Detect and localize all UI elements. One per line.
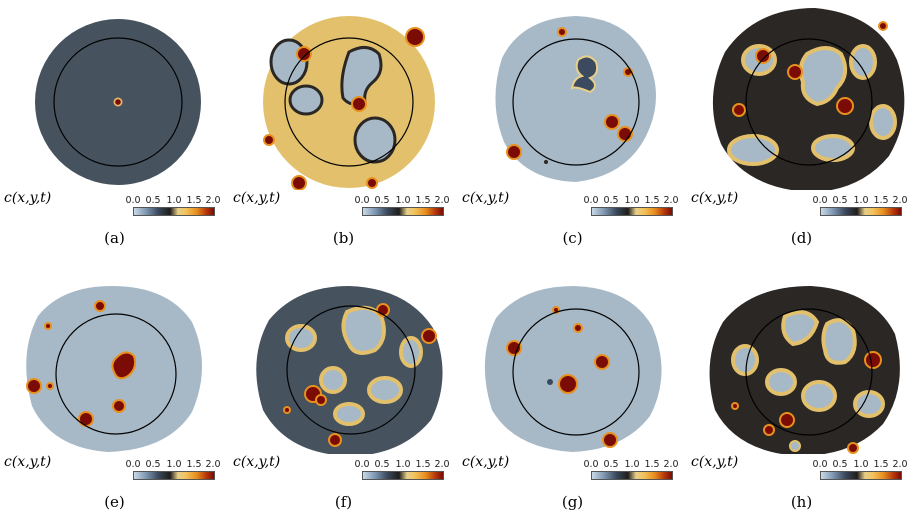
- colorbar-ticks: 0.0 0.5 1.0 1.5 2.0: [354, 459, 450, 470]
- colorbar: [820, 471, 902, 480]
- colorbar: [591, 471, 673, 480]
- panel-d: c(x,y,t) 0.0 0.5 1.0 1.5 2.0 (d): [687, 0, 916, 263]
- panel-b: c(x,y,t) 0.0 0.5 1.0 1.5 2.0 (b): [229, 0, 458, 263]
- panel-label: (f): [334, 493, 353, 511]
- colorbar-ticks: 0.0 0.5 1.0 1.5 2.0: [125, 195, 221, 206]
- field-label: c(x,y,t): [462, 454, 510, 470]
- colorbar-ticks: 0.0 0.5 1.0 1.5 2.0: [583, 195, 679, 206]
- panel-f: c(x,y,t) 0.0 0.5 1.0 1.5 2.0 (f): [229, 264, 458, 527]
- panel-label: (g): [561, 493, 584, 511]
- panel-label: (a): [104, 229, 125, 247]
- colorbar: [133, 471, 215, 480]
- field-plot-a: [35, 19, 201, 185]
- field-plot-f: [256, 286, 443, 454]
- colorbar: [362, 471, 444, 480]
- colorbar: [133, 207, 215, 216]
- colorbar-ticks: 0.0 0.5 1.0 1.5 2.0: [583, 459, 679, 470]
- colorbar: [820, 207, 902, 216]
- field-plot-c: [495, 16, 656, 182]
- colorbar-ticks: 0.0 0.5 1.0 1.5 2.0: [812, 459, 908, 470]
- colorbar-ticks: 0.0 0.5 1.0 1.5 2.0: [125, 459, 221, 470]
- colorbar: [591, 207, 673, 216]
- field-plot-b: [263, 16, 435, 190]
- panel-g: c(x,y,t) 0.0 0.5 1.0 1.5 2.0 (g): [458, 264, 687, 527]
- field-plot-e: [26, 286, 203, 452]
- field-label: c(x,y,t): [4, 454, 52, 470]
- field-label: c(x,y,t): [233, 454, 281, 470]
- panel-label: (c): [562, 229, 583, 247]
- field-label: c(x,y,t): [691, 454, 739, 470]
- field-plot-g: [484, 286, 662, 452]
- panel-label: (h): [790, 493, 813, 511]
- colorbar-ticks: 0.0 0.5 1.0 1.5 2.0: [812, 195, 908, 206]
- field-label: c(x,y,t): [4, 190, 52, 206]
- panel-label: (e): [104, 493, 125, 511]
- panel-label: (b): [332, 229, 355, 247]
- panel-e: c(x,y,t) 0.0 0.5 1.0 1.5 2.0 (e): [0, 264, 229, 527]
- field-plot-h: [709, 286, 900, 454]
- field-label: c(x,y,t): [691, 190, 739, 206]
- field-label: c(x,y,t): [462, 190, 510, 206]
- colorbar-ticks: 0.0 0.5 1.0 1.5 2.0: [354, 195, 450, 206]
- panel-h: c(x,y,t) 0.0 0.5 1.0 1.5 2.0 (h): [687, 264, 916, 527]
- panel-c: c(x,y,t) 0.0 0.5 1.0 1.5 2.0 (c): [458, 0, 687, 263]
- panel-label: (d): [790, 229, 813, 247]
- field-label: c(x,y,t): [233, 190, 281, 206]
- field-plot-d: [713, 8, 905, 190]
- colorbar: [362, 207, 444, 216]
- panel-a: c(x,y,t) 0.0 0.5 1.0 1.5 2.0 (a): [0, 0, 229, 263]
